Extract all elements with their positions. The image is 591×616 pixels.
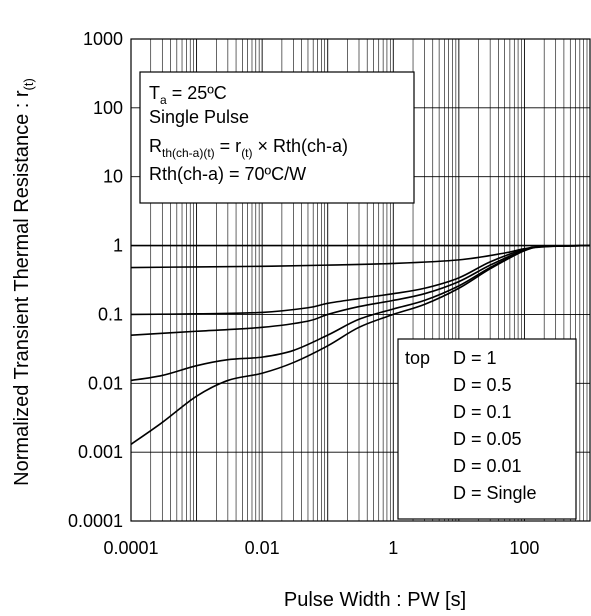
legend-entry: D = 0.05	[453, 429, 522, 449]
y-tick-label: 1	[113, 236, 123, 256]
legend-prefix: top	[405, 348, 430, 368]
condition-rth: Rth(ch-a) = 70ºC/W	[149, 164, 306, 184]
y-tick-label: 10	[103, 167, 123, 187]
condition-ambient-temp-main: T	[149, 83, 160, 103]
y-tick-label: 0.001	[78, 442, 123, 462]
y-tick-label: 0.1	[98, 304, 123, 324]
x-tick-label: 0.0001	[103, 538, 158, 558]
legend-entry: D = Single	[453, 483, 537, 503]
legend: top D = 1 D = 0.5 D = 0.1 D = 0.05 D = 0…	[397, 338, 577, 520]
condition-ambient-temp-sub: a	[160, 93, 167, 107]
legend-entry: D = 1	[453, 348, 497, 368]
y-tick-label: 100	[93, 98, 123, 118]
legend-entry: D = 0.01	[453, 456, 522, 476]
y-axis-label-sub: (t)	[21, 78, 36, 90]
y-axis-label-main: Normalized Transient Thermal Resistance …	[11, 90, 33, 486]
y-tick-label: 1000	[83, 29, 123, 49]
condition-formula-sub: th(ch-a)(t)	[162, 146, 215, 160]
y-tick-labels: 1000 100 10 1 0.1 0.01 0.001 0.0001	[68, 29, 123, 531]
plot-frame	[130, 38, 591, 522]
series-line	[130, 244, 591, 445]
condition-formula: Rth(ch-a)(t) = r(t) × Rth(ch-a)	[149, 136, 348, 160]
x-tick-labels: 0.0001 0.01 1 100	[103, 538, 539, 558]
condition-ambient-temp: Ta = 25ºC	[149, 83, 227, 107]
condition-formula-rest: × Rth(ch-a)	[253, 136, 349, 156]
conditions-box-frame	[139, 71, 415, 204]
x-axis-label: Pulse Width : PW [s]	[284, 589, 466, 611]
condition-ambient-temp-rest: = 25ºC	[167, 83, 227, 103]
series-layer	[130, 244, 591, 445]
condition-pulse-type: Single Pulse	[149, 107, 249, 127]
condition-formula-main: R	[149, 136, 162, 156]
legend-entry: D = 0.1	[453, 402, 512, 422]
legend-entry: D = 0.5	[453, 375, 512, 395]
conditions-box: Ta = 25ºC Single Pulse Rth(ch-a)(t) = r(…	[139, 71, 415, 204]
y-axis-label: Normalized Transient Thermal Resistance …	[11, 78, 36, 486]
condition-formula-mid: = r	[215, 136, 242, 156]
x-tick-label: 1	[388, 538, 398, 558]
y-tick-label: 0.01	[88, 373, 123, 393]
x-tick-label: 100	[509, 538, 539, 558]
x-tick-label: 0.01	[245, 538, 280, 558]
y-tick-label: 0.0001	[68, 511, 123, 531]
legend-frame	[397, 338, 577, 520]
condition-formula-sub2: (t)	[241, 146, 252, 160]
